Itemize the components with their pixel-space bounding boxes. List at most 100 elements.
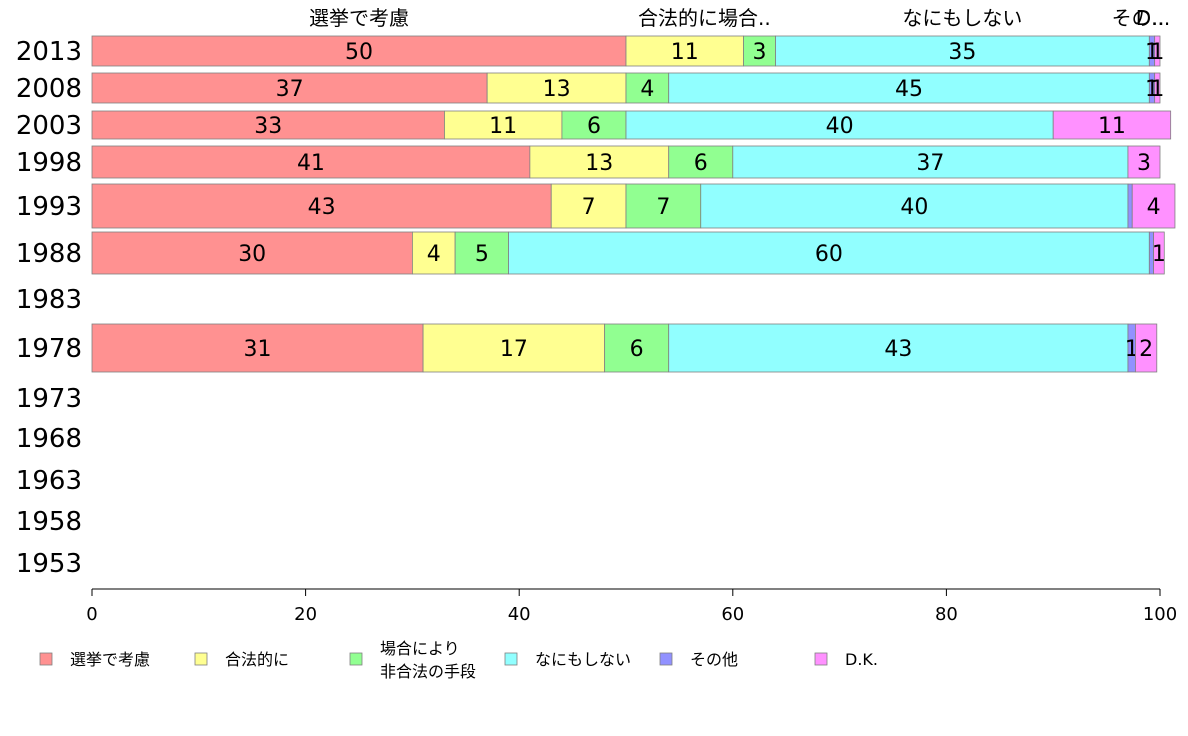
data-label-2008-2: 4: [640, 77, 654, 102]
category-label-1963: 1963: [16, 466, 82, 496]
data-label-2003-5: 11: [1098, 114, 1126, 139]
data-label-1998-1: 13: [585, 151, 613, 176]
data-label-1993-3: 40: [900, 195, 928, 220]
data-label-2013-3: 35: [948, 40, 976, 65]
x-tick-label-80: 80: [935, 604, 958, 625]
bar-segment-2008-2[interactable]: [625, 72, 670, 104]
data-label-2013-2: 3: [753, 40, 767, 65]
data-label-1978-0: 31: [244, 337, 272, 362]
bar-segment-1998-0[interactable]: [91, 145, 531, 179]
bar-segment-1978-1[interactable]: [422, 323, 606, 373]
data-label-1998-3: 37: [916, 151, 944, 176]
data-label-1988-1: 4: [427, 242, 441, 267]
data-label-1988-3: 60: [815, 242, 843, 267]
legend-label-2-line2: 非合法の手段: [380, 662, 476, 681]
data-label-1978-1: 17: [500, 337, 528, 362]
bar-segment-1978-3[interactable]: [668, 323, 1129, 373]
data-label-2003-1: 11: [489, 114, 517, 139]
top-label-1: 合法的に場合..: [638, 6, 771, 30]
legend-label-2-line1: 場合により: [380, 639, 460, 658]
bar-segment-2003-5[interactable]: [1052, 110, 1172, 140]
category-label-1988: 1988: [16, 239, 82, 269]
bar-segment-2008-0[interactable]: [91, 72, 488, 104]
category-label-1978: 1978: [16, 334, 82, 364]
bar-segment-2013-3[interactable]: [775, 35, 1150, 67]
bar-segment-1998-3[interactable]: [732, 145, 1129, 179]
bar-segment-1978-5[interactable]: [1135, 323, 1158, 373]
x-tick-label-0: 0: [86, 604, 97, 625]
data-label-2008-1: 13: [543, 77, 571, 102]
legend-swatch-5: [814, 652, 828, 666]
legend-label-0: 選挙で考慮: [70, 650, 150, 669]
data-label-2013-5: 1: [1150, 40, 1164, 65]
bar-segment-1993-5[interactable]: [1131, 183, 1176, 229]
category-label-2013: 2013: [16, 37, 82, 67]
category-label-2003: 2003: [16, 111, 82, 141]
legend-swatch-1: [194, 652, 208, 666]
top-label-3: その..: [1112, 6, 1165, 30]
legend-label-3: なにもしない: [535, 650, 631, 669]
data-label-1978-2: 6: [630, 337, 644, 362]
bar-segment-1978-2[interactable]: [604, 323, 670, 373]
data-label-2008-0: 37: [276, 77, 304, 102]
legend-swatch-3: [504, 652, 518, 666]
category-label-1993: 1993: [16, 192, 82, 222]
data-label-1998-2: 6: [694, 151, 708, 176]
data-label-1988-0: 30: [238, 242, 266, 267]
data-label-1993-0: 43: [308, 195, 336, 220]
x-tick-label-60: 60: [721, 604, 744, 625]
category-label-1958: 1958: [16, 507, 82, 537]
top-label-0: 選挙で考慮: [309, 6, 409, 30]
bar-segment-1988-3[interactable]: [508, 231, 1150, 275]
data-label-2008-3: 45: [895, 77, 923, 102]
bar-segment-1988-1[interactable]: [411, 231, 456, 275]
bar-segment-2013-0[interactable]: [91, 35, 627, 67]
data-label-2008-5: 1: [1150, 77, 1164, 102]
x-tick-label-100: 100: [1143, 604, 1177, 625]
data-label-2013-1: 11: [671, 40, 699, 65]
legend-label-1: 合法的に: [225, 650, 289, 669]
bar-segment-2013-1[interactable]: [625, 35, 744, 67]
bar-segment-2003-2[interactable]: [561, 110, 627, 140]
bar-segment-2013-5[interactable]: [1154, 35, 1161, 67]
category-label-1998: 1998: [16, 148, 82, 178]
data-label-2003-0: 33: [254, 114, 282, 139]
data-label-1998-0: 41: [297, 151, 325, 176]
category-label-1983: 1983: [16, 285, 82, 315]
bar-segment-1998-1[interactable]: [529, 145, 670, 179]
x-tick-label-20: 20: [294, 604, 317, 625]
top-label-4: D...: [1136, 6, 1170, 30]
x-tick-label-40: 40: [508, 604, 531, 625]
category-label-1968: 1968: [16, 424, 82, 454]
bar-segment-1993-4[interactable]: [1127, 183, 1133, 229]
data-label-1993-1: 7: [582, 195, 596, 220]
bar-segment-1993-2[interactable]: [625, 183, 702, 229]
bar-segment-1998-5[interactable]: [1127, 145, 1161, 179]
bar-segment-2003-1[interactable]: [444, 110, 563, 140]
data-label-1998-5: 3: [1137, 151, 1151, 176]
category-label-1973: 1973: [16, 384, 82, 414]
bar-segment-1988-2[interactable]: [454, 231, 509, 275]
data-label-1978-5: 2: [1139, 337, 1153, 362]
data-label-2003-2: 6: [587, 114, 601, 139]
bar-segment-2008-1[interactable]: [486, 72, 627, 104]
bar-segment-2003-3[interactable]: [625, 110, 1054, 140]
bar-segment-1998-2[interactable]: [668, 145, 734, 179]
bar-segment-2013-2[interactable]: [743, 35, 776, 67]
top-label-2: なにもしない: [902, 6, 1022, 30]
data-label-1993-2: 7: [656, 195, 670, 220]
bar-segment-1993-0[interactable]: [91, 183, 552, 229]
legend-swatch-0: [39, 652, 53, 666]
legend-label-5: D.K.: [845, 650, 878, 669]
data-label-1988-2: 5: [475, 242, 489, 267]
legend-swatch-2: [349, 652, 363, 666]
bar-segment-1988-5[interactable]: [1153, 231, 1165, 275]
bar-segment-2003-0[interactable]: [91, 110, 445, 140]
data-label-1978-3: 43: [884, 337, 912, 362]
data-label-1993-5: 4: [1147, 195, 1161, 220]
bar-segment-1993-3[interactable]: [700, 183, 1129, 229]
bar-segment-2008-5[interactable]: [1154, 72, 1161, 104]
bar-segment-1993-1[interactable]: [550, 183, 627, 229]
bar-segment-1988-0[interactable]: [91, 231, 413, 275]
